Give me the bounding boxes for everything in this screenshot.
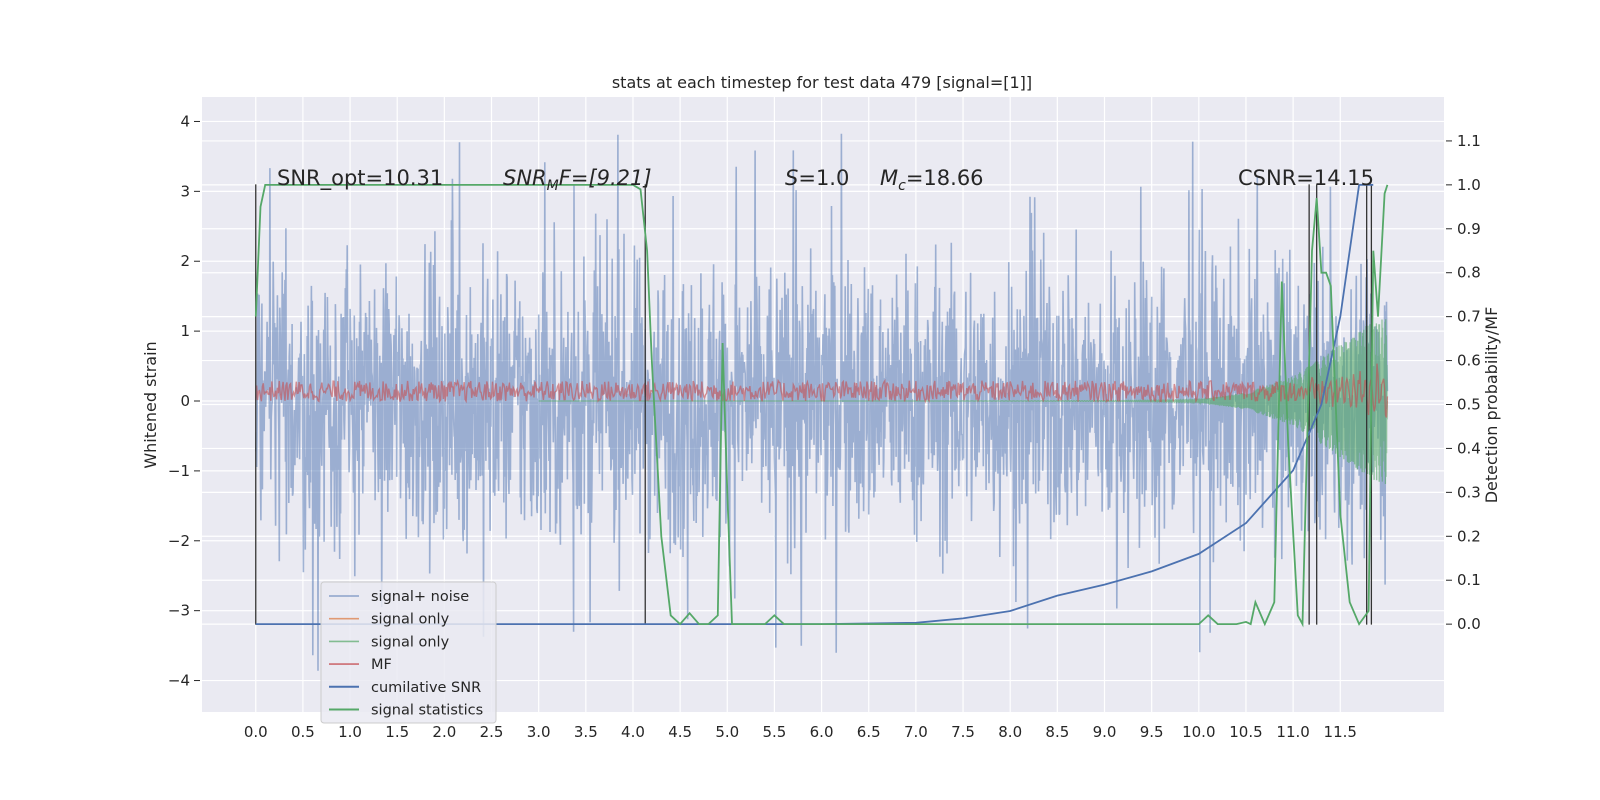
legend-label: signal+ noise bbox=[371, 589, 469, 605]
legend-label: signal only bbox=[371, 634, 450, 650]
right-y-tick-label: 0.7 bbox=[1457, 308, 1481, 326]
annotation-s-var: S bbox=[785, 166, 798, 190]
x-tick-label: 6.0 bbox=[810, 723, 834, 741]
x-tick-label: 10.0 bbox=[1182, 723, 1215, 741]
annotation-snr-mf: SNRMF=[9.21] bbox=[503, 166, 652, 194]
annotation-mc: Mc=18.66 bbox=[880, 166, 984, 194]
legend-label: signal statistics bbox=[371, 703, 483, 719]
y-tick-label: 2 bbox=[180, 252, 190, 270]
y-ticks: 4 3 2 1 0 −1 −2 −3 −4 bbox=[168, 112, 200, 690]
y-axis-label: Whitened strain bbox=[141, 341, 160, 468]
x-tick-label: 8.0 bbox=[998, 723, 1022, 741]
x-tick-label: 10.5 bbox=[1229, 723, 1262, 741]
annotation-snr-mf-rest: F=[9.21] bbox=[559, 166, 652, 190]
legend-label: MF bbox=[371, 657, 392, 673]
chart-title: stats at each timestep for test data 479… bbox=[612, 73, 1032, 92]
series-signal-statistics bbox=[254, 184, 1389, 628]
y-tick-label: 4 bbox=[180, 112, 190, 130]
x-tick-label: 2.5 bbox=[480, 723, 504, 741]
x-tick-label: 5.5 bbox=[763, 723, 787, 741]
legend-label: cumilative SNR bbox=[371, 680, 481, 696]
annotation-mc-sub: c bbox=[898, 178, 906, 194]
annotation-snr-mf-sub: M bbox=[547, 178, 559, 194]
right-y-tick-label: 0.3 bbox=[1457, 483, 1481, 501]
right-y-tick-label: 0.8 bbox=[1457, 264, 1481, 282]
y-tick-label: −1 bbox=[168, 462, 190, 480]
right-y-axis-label: Detection probability/MF bbox=[1482, 307, 1501, 504]
x-tick-label: 1.5 bbox=[385, 723, 409, 741]
right-y-ticks: 1.1 1.0 0.9 0.8 0.7 0.6 0.5 0.4 0.3 0.2 0.1 0.0 bbox=[1446, 132, 1481, 633]
x-tick-label: 3.0 bbox=[527, 723, 551, 741]
x-tick-label: 6.5 bbox=[857, 723, 881, 741]
legend-box bbox=[320, 581, 497, 724]
x-tick-label: 11.5 bbox=[1324, 723, 1357, 741]
y-tick-label: 0 bbox=[180, 392, 190, 410]
right-y-tick-label: 0.2 bbox=[1457, 527, 1481, 545]
y-tick-label: −3 bbox=[168, 602, 190, 620]
annotation-s-rest: =1.0 bbox=[798, 166, 849, 190]
annotation-mc-rest: =18.66 bbox=[906, 166, 984, 190]
series-line bbox=[254, 184, 1389, 628]
x-tick-label: 5.0 bbox=[715, 723, 739, 741]
x-tick-label: 11.0 bbox=[1276, 723, 1309, 741]
right-y-tick-label: 0.6 bbox=[1457, 352, 1481, 370]
y-tick-label: 3 bbox=[180, 182, 190, 200]
x-tick-label: 7.5 bbox=[951, 723, 975, 741]
annotation-s: S=1.0 bbox=[785, 166, 849, 190]
annotation-snr-opt: SNR_opt=10.31 bbox=[277, 166, 443, 191]
right-y-tick-label: 0.1 bbox=[1457, 571, 1481, 589]
right-y-tick-label: 0.9 bbox=[1457, 220, 1481, 238]
series-line bbox=[255, 133, 1389, 671]
x-tick-label: 7.0 bbox=[904, 723, 928, 741]
right-y-tick-label: 0.5 bbox=[1457, 396, 1481, 414]
right-y-tick-label: 0.4 bbox=[1457, 439, 1481, 457]
right-y-tick-label: 1.0 bbox=[1457, 176, 1481, 194]
annotation-csnr: CSNR=14.15 bbox=[1238, 166, 1374, 190]
legend: signal+ noise signal only signal only MF cum… bbox=[320, 581, 497, 724]
x-tick-label: 1.0 bbox=[338, 723, 362, 741]
y-tick-label: −2 bbox=[168, 532, 190, 550]
series-signal-plus-noise bbox=[255, 133, 1389, 671]
x-tick-label: 4.5 bbox=[668, 723, 692, 741]
x-tick-label: 8.5 bbox=[1045, 723, 1069, 741]
annotation-snr-mf-main: SNR bbox=[503, 166, 547, 190]
x-tick-label: 0.5 bbox=[291, 723, 315, 741]
x-tick-label: 4.0 bbox=[621, 723, 645, 741]
x-tick-label: 9.5 bbox=[1140, 723, 1164, 741]
x-ticks: 0.0 0.5 1.0 1.5 2.0 2.5 3.0 3.5 4.0 4.5 5.0 5.5 6.0 6… bbox=[244, 723, 1357, 741]
y-tick-label: 1 bbox=[180, 322, 190, 340]
x-tick-label: 9.0 bbox=[1093, 723, 1117, 741]
annotation-mc-var: M bbox=[880, 166, 898, 190]
x-tick-label: 2.0 bbox=[432, 723, 456, 741]
legend-label: signal only bbox=[371, 612, 450, 628]
x-tick-label: 3.5 bbox=[574, 723, 598, 741]
right-y-tick-label: 1.1 bbox=[1457, 132, 1481, 150]
x-tick-label: 0.0 bbox=[244, 723, 268, 741]
series-mf bbox=[255, 363, 1389, 418]
series-line bbox=[255, 363, 1389, 418]
right-y-tick-label: 0.0 bbox=[1457, 615, 1481, 633]
y-tick-label: −4 bbox=[168, 672, 190, 690]
